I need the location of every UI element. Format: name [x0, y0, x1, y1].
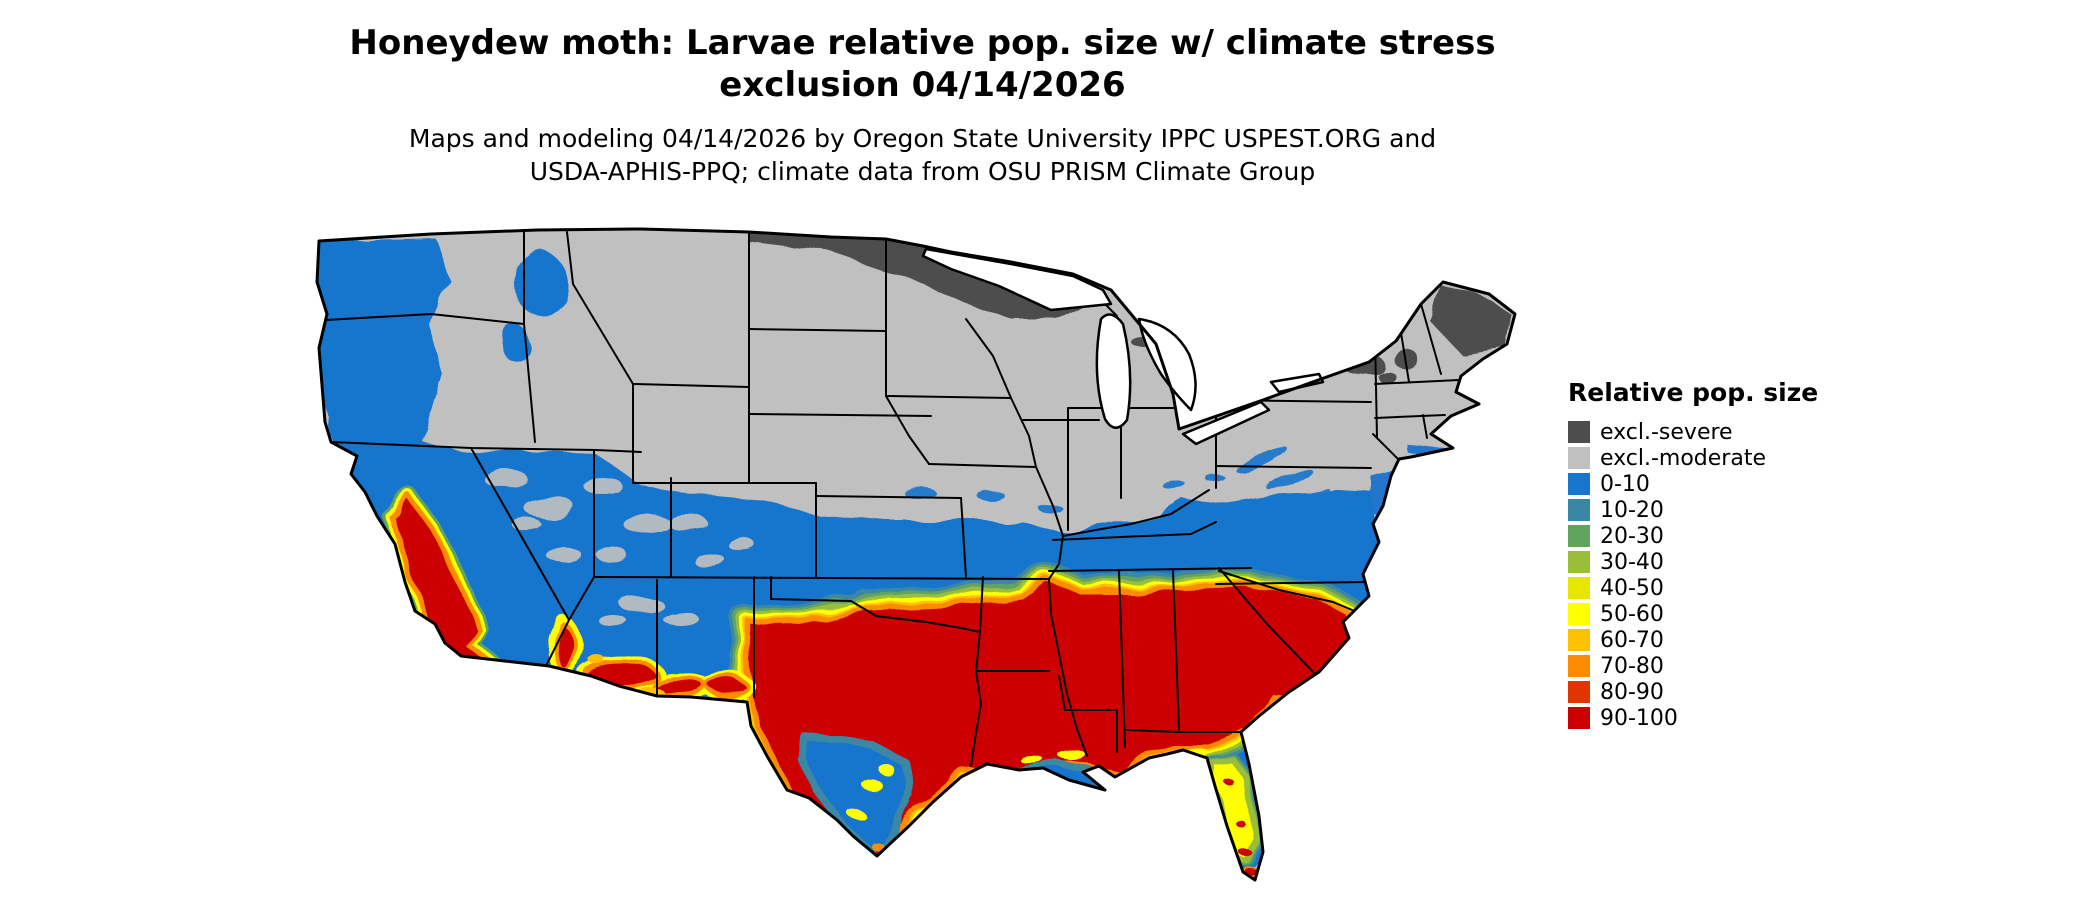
- lake-superior: [921, 247, 1113, 312]
- legend-label: excl.-moderate: [1600, 445, 1766, 471]
- legend-item: 20-30: [1568, 523, 1818, 549]
- map-raster-layers: [317, 229, 1515, 880]
- legend-label: 30-40: [1600, 549, 1664, 575]
- map-title-line1: Honeydew moth: Larvae relative pop. size…: [349, 23, 1496, 63]
- map-subtitle-line1: Maps and modeling 04/14/2026 by Oregon S…: [408, 124, 1437, 153]
- legend-label: 40-50: [1600, 575, 1664, 601]
- map-subtitle-line2: USDA-APHIS-PPQ; climate data from OSU PR…: [529, 157, 1316, 186]
- legend-swatch-70-80: [1568, 655, 1590, 677]
- legend-swatch-excl-severe: [1568, 421, 1590, 443]
- legend-label: 60-70: [1600, 627, 1664, 653]
- us-map-container: [311, 224, 1531, 894]
- legend-item: 80-90: [1568, 679, 1818, 705]
- legend-swatch-40-50: [1568, 577, 1590, 599]
- map-title-line2: exclusion 04/14/2026: [719, 65, 1126, 106]
- lake-ontario: [1269, 372, 1325, 394]
- legend-item: 10-20: [1568, 497, 1818, 523]
- excl-severe-region-maine: [1429, 284, 1511, 354]
- legend-label: 70-80: [1600, 653, 1664, 679]
- legend-item: 70-80: [1568, 653, 1818, 679]
- legend-swatch-20-30: [1568, 525, 1590, 547]
- gray-speckles: [484, 470, 755, 626]
- legend-swatch-50-60: [1568, 603, 1590, 625]
- excl-severe-region-minnesota: [749, 229, 1083, 319]
- legend-swatch-excl-moderate: [1568, 447, 1590, 469]
- blue-speckles: [905, 445, 1332, 514]
- legend-item: 50-60: [1568, 601, 1818, 627]
- legend-label: 0-10: [1600, 471, 1650, 497]
- legend-swatch-80-90: [1568, 681, 1590, 703]
- legend-swatch-60-70: [1568, 629, 1590, 651]
- us-outline: [315, 227, 1517, 882]
- legend-item: 60-70: [1568, 627, 1818, 653]
- legend-swatch-10-20: [1568, 499, 1590, 521]
- legend-label: 10-20: [1600, 497, 1664, 523]
- legend-label: 50-60: [1600, 601, 1664, 627]
- state-borders: [325, 231, 1460, 767]
- legend-swatch-90-100: [1568, 707, 1590, 729]
- legend-swatch-0-10: [1568, 473, 1590, 495]
- lake-michigan: [1095, 313, 1132, 429]
- legend-item: excl.-severe: [1568, 419, 1818, 445]
- legend-item: 0-10: [1568, 471, 1818, 497]
- legend-label: 20-30: [1600, 523, 1664, 549]
- legend-label: 80-90: [1600, 679, 1664, 705]
- legend-label: 90-100: [1600, 705, 1678, 731]
- high-pop-region-southwest: [545, 616, 755, 700]
- lake-erie: [1181, 400, 1271, 446]
- low-pop-region-pnw: [317, 239, 449, 442]
- low-pop-region-south-texas: [797, 732, 913, 857]
- legend-label: excl.-severe: [1600, 419, 1733, 445]
- legend: Relative pop. size excl.-severe excl.-mo…: [1568, 378, 1818, 731]
- legend-title: Relative pop. size: [1568, 378, 1819, 407]
- legend-item: excl.-moderate: [1568, 445, 1818, 471]
- legend-item: 90-100: [1568, 705, 1818, 731]
- legend-item: 40-50: [1568, 575, 1818, 601]
- map-subtitle: Maps and modeling 04/14/2026 by Oregon S…: [0, 122, 1845, 188]
- legend-item: 30-40: [1568, 549, 1818, 575]
- map-title: Honeydew moth: Larvae relative pop. size…: [0, 22, 1845, 106]
- legend-swatch-30-40: [1568, 551, 1590, 573]
- us-map: [315, 227, 1517, 882]
